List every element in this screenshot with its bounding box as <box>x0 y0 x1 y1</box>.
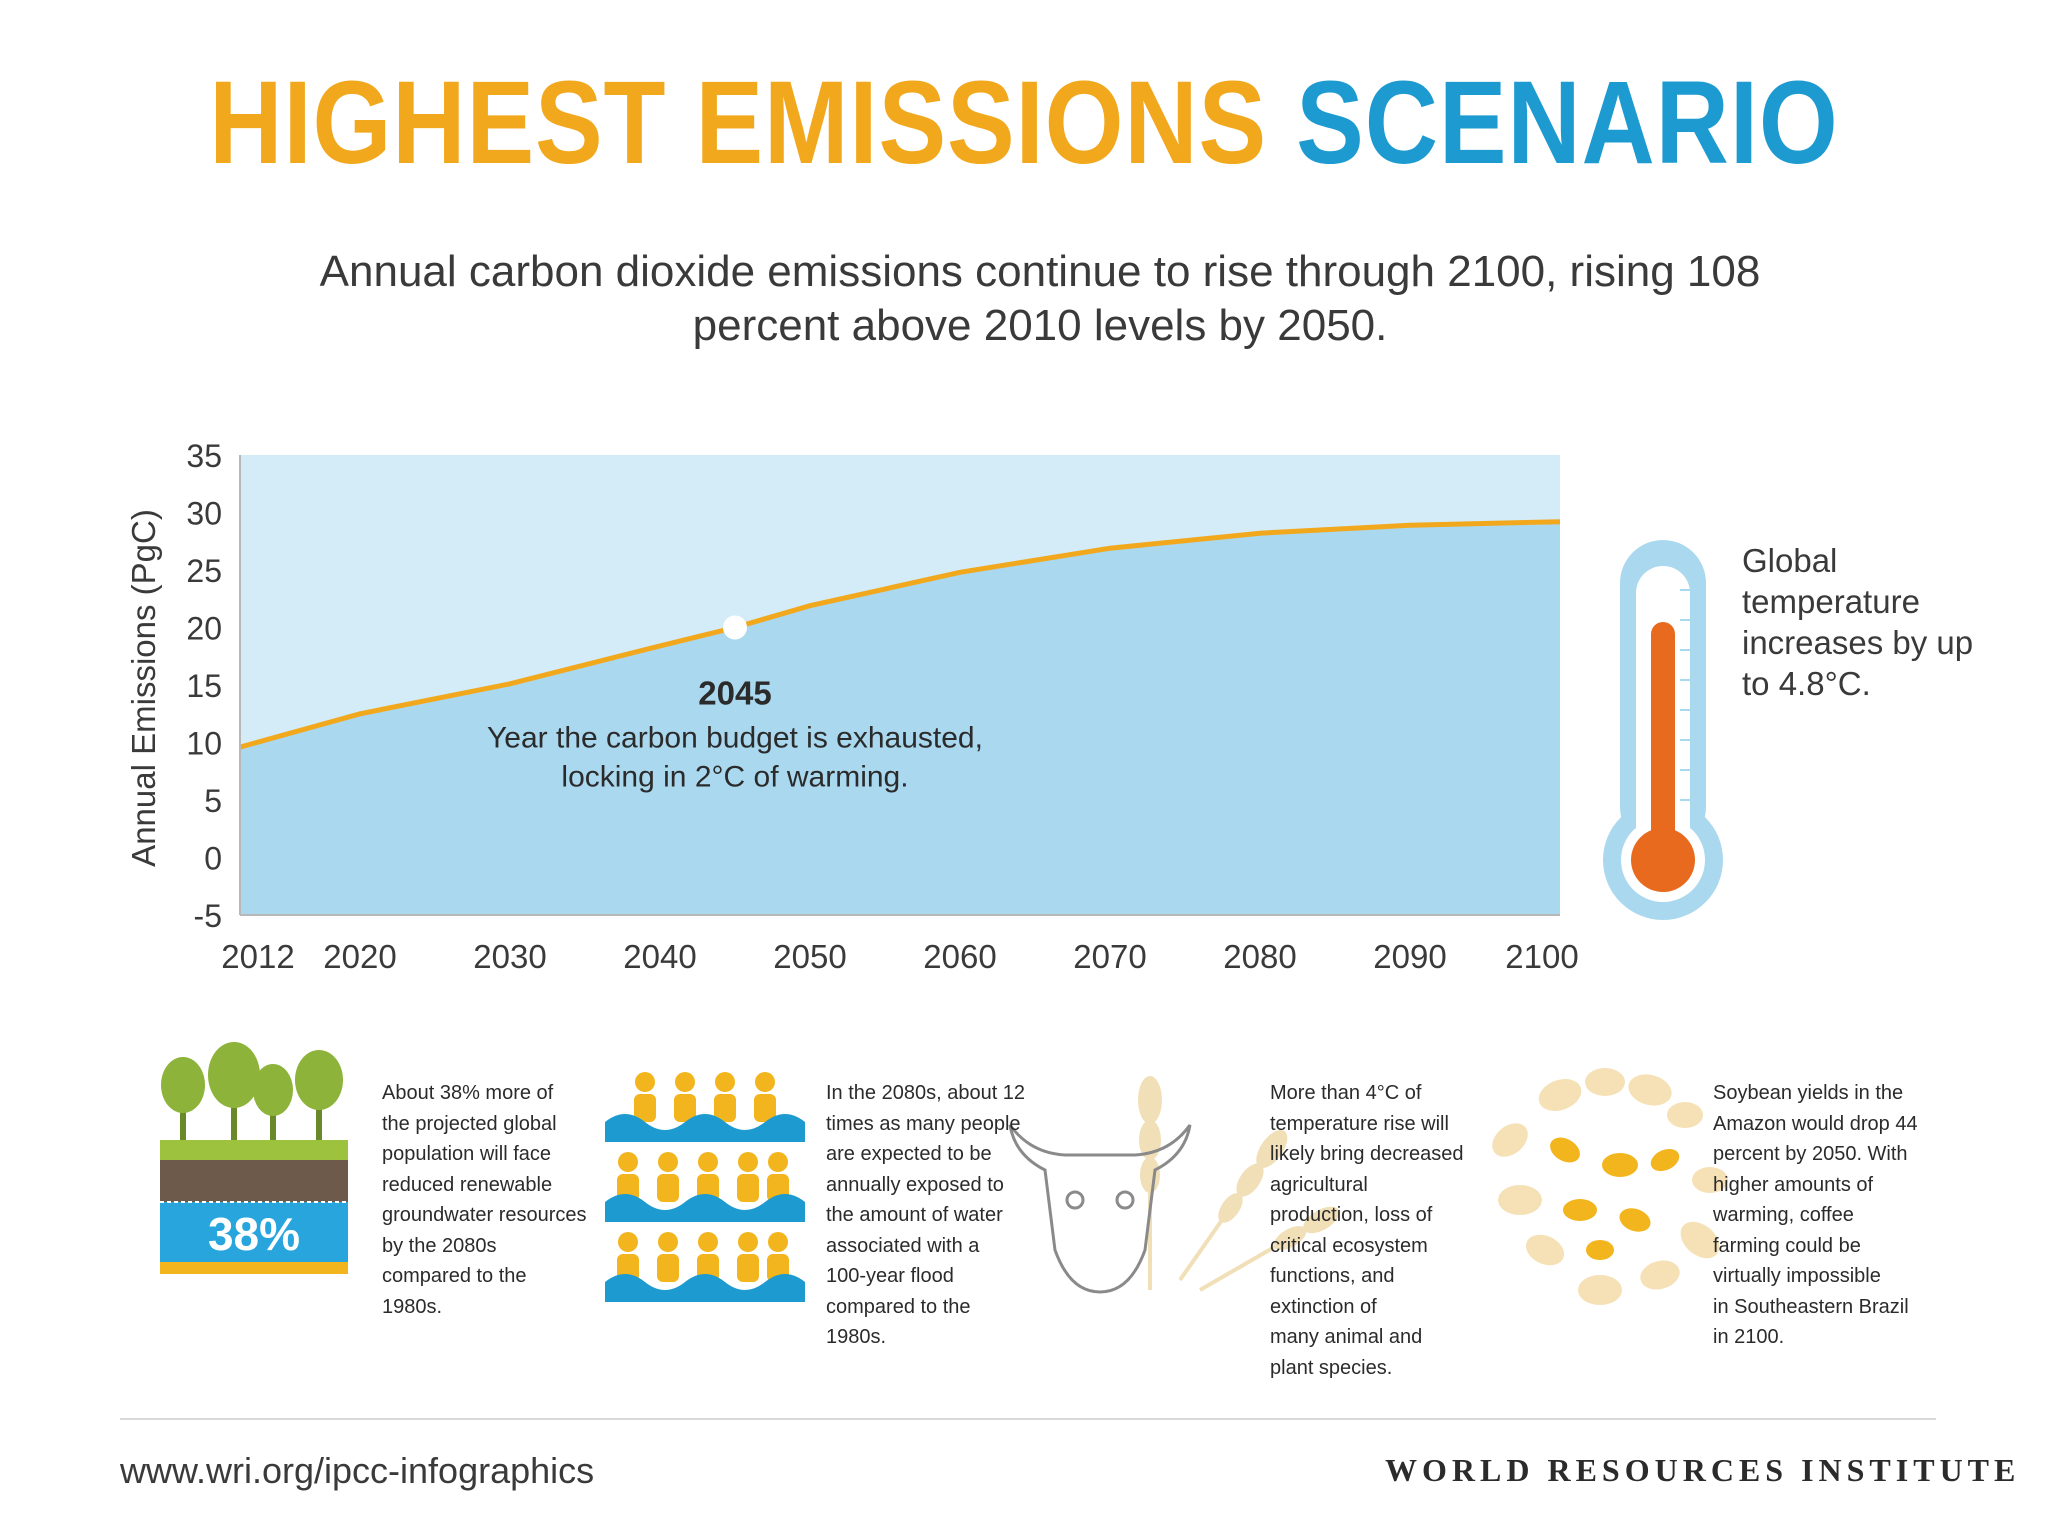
text-line: extinction of <box>1270 1295 1377 1318</box>
text-line: many animal and <box>1270 1326 1423 1348</box>
text-line: critical ecosystem <box>1270 1234 1428 1257</box>
y-tick-label: 15 <box>186 668 222 704</box>
text-line: associated with a <box>826 1234 980 1257</box>
text-line: farming could be <box>1713 1234 1861 1257</box>
x-tick-label: 2060 <box>923 938 996 975</box>
y-tick-label: 0 <box>204 841 222 877</box>
impact-text-crops: Soybean yields in the Amazon would drop … <box>1713 1078 1918 1353</box>
y-tick-label: 30 <box>186 496 222 532</box>
annotation-text-line-1: Year the carbon budget is exhausted, <box>487 722 983 755</box>
x-tick-label: 2050 <box>773 938 846 975</box>
y-tick-label: 25 <box>186 553 222 589</box>
y-tick-label: 10 <box>186 726 222 762</box>
text-line: annually exposed to <box>826 1173 1004 1196</box>
y-axis-label: Annual Emissions (PgC) <box>125 509 162 867</box>
emissions-chart: -5 0 5 10 15 20 25 30 35 2012 2020 2030 2040 2050 206… <box>125 438 1723 975</box>
impact-text-groundwater: About 38% more of the projected global p… <box>382 1078 587 1322</box>
emissions-line <box>239 519 1561 750</box>
text-line: More than 4°C of <box>1270 1082 1422 1104</box>
emissions-area <box>240 521 1560 915</box>
x-tick-label: 2080 <box>1223 938 1296 975</box>
text-line: production, loss of <box>1270 1204 1433 1226</box>
text-line: the amount of water <box>826 1204 1003 1226</box>
footer-org-name: WORLD RESOURCES INSTITUTE <box>1385 1452 2021 1488</box>
impact-icons: 38% <box>160 1042 1728 1305</box>
text-line: by the 2080s <box>382 1234 497 1257</box>
text-line: higher amounts of <box>1713 1173 1874 1196</box>
y-tick-labels: -5 0 5 10 15 20 25 30 35 <box>186 438 222 934</box>
text-line: population will face <box>382 1143 551 1165</box>
x-tick-label: 2012 <box>221 938 294 975</box>
text-line: times as many people <box>826 1112 1021 1135</box>
text-line: Amazon would drop 44 <box>1713 1112 1918 1135</box>
text-line: percent by 2050. With <box>1713 1143 1908 1165</box>
text-line: in Southeastern Brazil <box>1713 1295 1909 1318</box>
groundwater-badge: 38% <box>208 1208 300 1260</box>
subtitle: Annual carbon dioxide emissions continue… <box>319 247 1761 350</box>
text-line: likely bring decreased <box>1270 1143 1464 1165</box>
text-line: compared to the <box>826 1295 971 1318</box>
text-line: in 2100. <box>1713 1326 1785 1348</box>
y-tick-label: 5 <box>204 783 222 819</box>
x-tick-label: 2040 <box>623 938 696 975</box>
text-line: warming, coffee <box>1713 1204 1854 1226</box>
text-line: 100-year flood <box>826 1265 954 1287</box>
cow-skull-wheat-icon <box>1008 1076 1340 1294</box>
annotation-text-line-2: locking in 2°C of warming. <box>561 761 908 794</box>
footer-url-link[interactable]: www.wri.org/ipcc-infographics <box>120 1450 595 1491</box>
text-line: temperature rise will <box>1270 1112 1449 1135</box>
text-line: 1980s. <box>826 1326 887 1348</box>
annotation-point <box>723 615 747 640</box>
text-line: compared to the <box>382 1265 527 1287</box>
impact-text-flood: In the 2080s, about 12 times as many peo… <box>826 1078 1025 1353</box>
text-line: the projected global <box>382 1112 557 1135</box>
impact-text-ecosystem: More than 4°C of temperature rise will l… <box>1270 1078 1463 1383</box>
text-line: groundwater resources <box>382 1204 587 1226</box>
text-line: are expected to be <box>826 1143 992 1165</box>
text-line: reduced renewable <box>382 1173 553 1196</box>
x-tick-label: 2030 <box>473 938 546 975</box>
footer-divider <box>120 1418 1936 1420</box>
thermometer-icon <box>1603 540 1723 920</box>
text-line: functions, and <box>1270 1265 1395 1287</box>
y-tick-label: 20 <box>186 611 222 647</box>
y-tick-label: 35 <box>186 438 222 474</box>
page-title: HIGHEST EMISSIONS SCENARIO <box>143 55 1904 191</box>
temperature-text: Global temperature increases by up to 4.… <box>1742 542 1974 702</box>
x-tick-label: 2090 <box>1373 938 1446 975</box>
beans-icon <box>1492 1068 1728 1305</box>
flood-people-icon <box>605 1072 805 1302</box>
text-line: In the 2080s, about 12 <box>826 1082 1026 1104</box>
title-part-2: SCENARIO <box>1296 57 1839 189</box>
x-tick-label: 2020 <box>323 938 396 975</box>
annotation-heading: 2045 <box>698 675 771 712</box>
groundwater-icon: 38% <box>160 1042 348 1274</box>
x-tick-labels: 2012 2020 2030 2040 2050 2060 2070 2080 2090 2100 <box>221 938 1578 975</box>
title-part-1: HIGHEST EMISSIONS <box>209 57 1268 189</box>
text-line: 1980s. <box>382 1295 443 1318</box>
text-line: virtually impossible <box>1713 1265 1881 1287</box>
text-line: agricultural <box>1270 1173 1368 1196</box>
x-tick-label: 2070 <box>1073 938 1146 975</box>
text-line: plant species. <box>1270 1356 1393 1379</box>
x-tick-label: 2100 <box>1505 938 1578 975</box>
text-line: Soybean yields in the <box>1713 1082 1904 1104</box>
y-tick-label: -5 <box>194 898 222 934</box>
text-line: About 38% more of <box>382 1082 554 1104</box>
